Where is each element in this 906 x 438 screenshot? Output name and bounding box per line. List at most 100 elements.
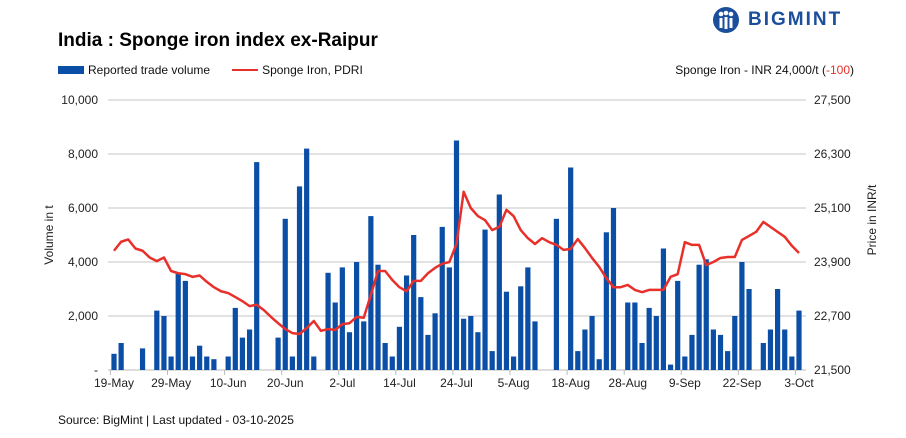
- legend-line-swatch: [232, 69, 259, 71]
- volume-bar: [296, 186, 303, 370]
- y-tick-label: 8,000: [68, 147, 98, 161]
- y2-tick-label: 22,700: [814, 309, 851, 323]
- volume-bar: [596, 359, 602, 370]
- volume-bar: [660, 248, 667, 370]
- volume-bar: [525, 267, 531, 370]
- volume-bar: [696, 264, 702, 370]
- volume-bar: [710, 329, 716, 370]
- volume-bar: [603, 232, 609, 370]
- volume-bar: [553, 218, 559, 370]
- volume-bar: [382, 343, 388, 370]
- x-tick-label: 24-Jul: [440, 376, 473, 390]
- y2-tick-label: 27,500: [814, 93, 851, 107]
- volume-bar: [639, 343, 645, 370]
- volume-bar: [760, 343, 766, 370]
- volume-bar: [332, 302, 338, 370]
- volume-bar: [739, 262, 745, 370]
- volume-bar: [325, 272, 331, 370]
- bigmint-logo-icon: [713, 7, 739, 33]
- volume-bar: [496, 194, 502, 370]
- volume-bar: [439, 226, 445, 370]
- volume-bar: [510, 356, 517, 370]
- volume-bar: [239, 337, 246, 370]
- volume-bar: [589, 316, 595, 370]
- price-note-suffix: ): [850, 63, 854, 77]
- price-note-text: Sponge Iron - INR 24,000/t (: [675, 63, 826, 77]
- volume-bar: [732, 316, 738, 370]
- y2-axis-title: Price in INR/t: [865, 184, 879, 255]
- volume-bar: [667, 364, 674, 370]
- brand-name: BIGMINT: [748, 9, 843, 30]
- chart-svg: - 21,500 2,000 22,700 4,000 23,900 6,000 25,100…: [42, 93, 879, 390]
- y-tick-label: 4,000: [68, 255, 98, 269]
- x-tick-label: 20-Jun: [267, 376, 304, 390]
- x-tick-label: 10-Jun: [210, 376, 247, 390]
- price-note: Sponge Iron - INR 24,000/t (-100): [675, 63, 854, 77]
- volume-bar: [425, 334, 431, 370]
- volume-bar: [796, 310, 802, 370]
- volume-bar: [389, 356, 395, 370]
- volume-bar: [289, 356, 295, 370]
- x-tick-label: 19-May: [94, 376, 134, 390]
- y2-tick-label: 25,100: [814, 201, 851, 215]
- legend-line-label: Sponge Iron, PDRI: [262, 63, 363, 77]
- volume-bar: [625, 302, 631, 370]
- volume-bar: [111, 353, 117, 370]
- volume-bar: [168, 356, 174, 370]
- volume-bar: [789, 356, 795, 370]
- volume-bar: [482, 229, 488, 370]
- volume-bar: [610, 208, 617, 370]
- volume-bar: [275, 337, 281, 370]
- volume-bar: [675, 280, 681, 370]
- volume-bar: [232, 307, 238, 370]
- legend-bar-swatch: [58, 66, 84, 74]
- volume-bar: [197, 345, 203, 370]
- volume-bar: [182, 280, 188, 370]
- volume-bar: [689, 334, 695, 370]
- volume-bar: [489, 351, 495, 370]
- y2-tick-label: 21,500: [814, 363, 851, 377]
- volume-bar: [118, 343, 124, 370]
- volume-bar: [346, 332, 353, 370]
- volume-bar: [468, 316, 474, 370]
- y2-tick-label: 26,300: [814, 147, 851, 161]
- volume-bar: [396, 326, 403, 370]
- volume-bar: [189, 356, 196, 370]
- x-tick-label: 9-Sep: [669, 376, 701, 390]
- volume-bar: [532, 321, 538, 370]
- volume-bar: [782, 329, 788, 370]
- volume-bar: [575, 351, 581, 370]
- chart-title: India : Sponge iron index ex-Raipur: [58, 30, 378, 51]
- legend: Reported trade volume Sponge Iron, PDRI: [58, 63, 363, 77]
- y-tick-label: 10,000: [61, 93, 98, 107]
- x-tick-label: 18-Aug: [551, 376, 590, 390]
- volume-bar: [503, 291, 510, 370]
- volume-bar: [411, 235, 417, 370]
- x-tick-label: 5-Aug: [498, 376, 530, 390]
- volume-bar: [646, 307, 652, 370]
- volume-bar: [204, 356, 210, 370]
- volume-bar: [375, 264, 381, 370]
- x-tick-label: 22-Sep: [723, 376, 762, 390]
- volume-bar: [175, 272, 181, 370]
- volume-bar: [453, 140, 460, 370]
- volume-bar: [682, 356, 688, 370]
- y-tick-label: 2,000: [68, 309, 98, 323]
- y-tick-label: 6,000: [68, 201, 98, 215]
- x-tick-label: 29-May: [151, 376, 191, 390]
- volume-bar: [339, 267, 345, 370]
- price-change: -100: [825, 63, 850, 77]
- volume-bar: [703, 259, 709, 370]
- volume-bar: [746, 289, 752, 370]
- bigmint-logo: BIGMINT: [712, 6, 842, 34]
- price-line: [113, 190, 800, 336]
- volume-bar: [725, 351, 731, 370]
- volume-bar: [432, 313, 438, 370]
- source-text: Source: BigMint | Last updated - 03-10-2…: [58, 413, 294, 427]
- volume-bar: [582, 329, 588, 370]
- volume-bar: [304, 148, 310, 370]
- y-axis-title: Volume in t: [42, 205, 56, 265]
- x-tick-label: 3-Oct: [784, 376, 814, 390]
- x-tick-label: 28-Aug: [608, 376, 647, 390]
